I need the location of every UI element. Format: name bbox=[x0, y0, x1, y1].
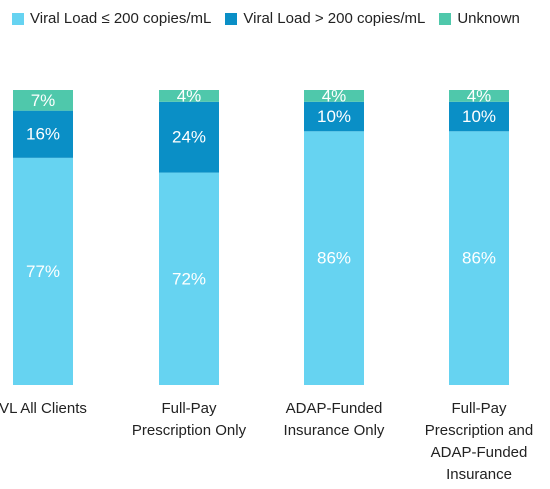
bar-segment bbox=[13, 90, 73, 111]
data-label: 4% bbox=[322, 86, 347, 105]
data-label: 10% bbox=[317, 107, 351, 126]
x-tick-label: Full-Pay Prescription Only bbox=[131, 400, 247, 439]
bar-segment bbox=[13, 157, 73, 385]
data-label: 72% bbox=[172, 269, 206, 288]
legend-swatch bbox=[225, 12, 238, 25]
bar-segment bbox=[449, 90, 509, 102]
bar-segment bbox=[159, 90, 219, 102]
bar-segment bbox=[304, 101, 364, 132]
data-label: 86% bbox=[317, 249, 351, 268]
bar-segment bbox=[304, 90, 364, 102]
data-label: 16% bbox=[26, 125, 60, 144]
legend-swatch bbox=[12, 12, 24, 25]
legend-item: Unknown bbox=[439, 10, 520, 27]
bar-segment bbox=[13, 110, 73, 158]
data-label: 86% bbox=[462, 249, 496, 268]
legend: Viral Load ≤ 200 copies/mL Viral Load > 2… bbox=[12, 10, 542, 27]
data-label: 77% bbox=[26, 262, 60, 281]
x-tick-label: Full-Pay Prescription and ADAP-Funded In… bbox=[424, 400, 534, 483]
x-tick-label: VL All Clients bbox=[0, 400, 87, 417]
bar-segment bbox=[449, 131, 509, 385]
bar-segment bbox=[159, 172, 219, 385]
bar-segment bbox=[449, 101, 509, 132]
legend-item: Viral Load > 200 copies/mL bbox=[225, 10, 425, 27]
legend-label: Viral Load > 200 copies/mL bbox=[243, 10, 426, 27]
bar-segment bbox=[159, 101, 219, 173]
legend-item: Viral Load ≤ 200 copies/mL bbox=[12, 10, 211, 27]
data-label: 24% bbox=[172, 128, 206, 147]
bar-segment bbox=[304, 131, 364, 385]
data-label: 4% bbox=[177, 86, 202, 105]
data-label: 10% bbox=[462, 107, 496, 126]
data-label: 4% bbox=[467, 86, 492, 105]
x-tick-label: ADAP-Funded Insurance Only bbox=[283, 400, 385, 439]
legend-label: Viral Load ≤ 200 copies/mL bbox=[30, 10, 212, 27]
data-label: 7% bbox=[31, 91, 56, 110]
legend-swatch bbox=[439, 12, 452, 25]
legend-label: Unknown bbox=[457, 10, 520, 27]
